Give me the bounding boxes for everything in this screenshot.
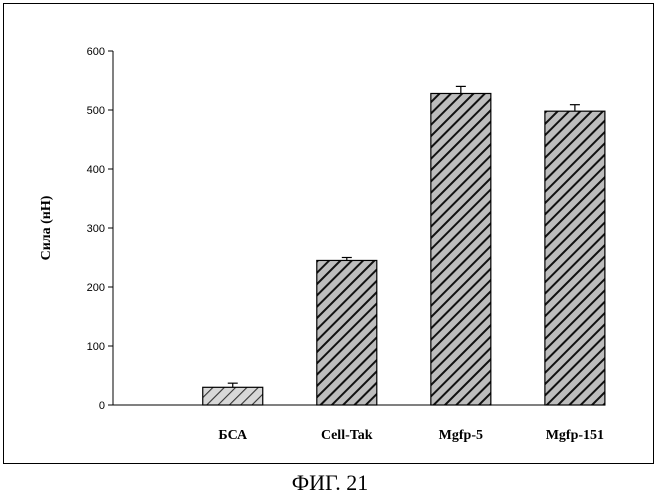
y-tick-label-6: 600 [87, 46, 105, 58]
bar-chart: 0 100 200 300 400 500 600 Сила (нН) БСА Cell-Tak M… [0, 0, 660, 470]
bar-1 [317, 260, 377, 405]
y-tick-label-5: 500 [87, 105, 105, 117]
figure-caption: ФИГ. 21 [0, 470, 660, 496]
y-tick-label-2: 200 [87, 282, 105, 294]
y-tick-label-1: 100 [87, 341, 105, 353]
y-tick-label-4: 400 [87, 164, 105, 176]
category-label-1: Cell-Tak [321, 428, 373, 443]
y-axis-title: Сила (нН) [39, 195, 54, 260]
bar-0 [203, 387, 263, 405]
y-tick-label-3: 300 [87, 223, 105, 235]
category-label-0: БСА [218, 428, 248, 443]
category-label-3: Mgfp-151 [546, 428, 604, 443]
bar-2 [431, 93, 491, 405]
bar-3 [545, 111, 605, 405]
category-label-2: Mgfp-5 [439, 428, 483, 443]
y-tick-label-0: 0 [99, 400, 105, 412]
